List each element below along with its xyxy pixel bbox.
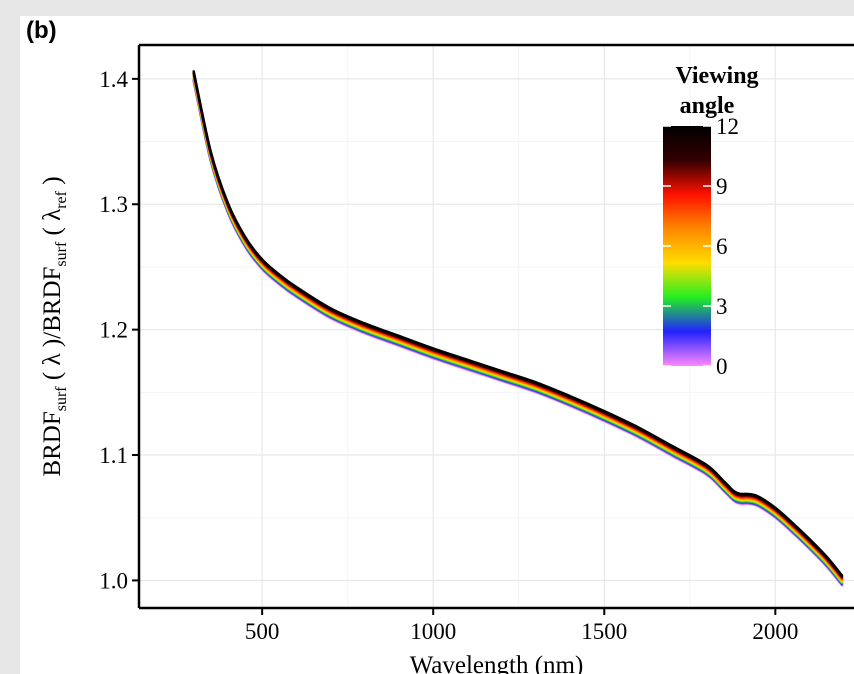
- chart-svg: (b) 1.0 1.1 1.2 1.3 1.4 500 1000 1500 2000 Wave…: [26, 17, 854, 674]
- panel-label: (b): [26, 17, 57, 44]
- y-label-part: BRDF: [39, 411, 66, 476]
- figure: (b) 1.0 1.1 1.2 1.3 1.4 500 1000 1500 2000 Wave…: [20, 16, 854, 674]
- y-label-subscript: ref: [53, 190, 70, 208]
- y-label-part: ): [39, 176, 66, 191]
- legend-title-line1: Viewing: [675, 63, 758, 89]
- y-label-subscript: surf: [53, 386, 70, 412]
- y-label-subscript: surf: [53, 241, 70, 267]
- x-ticks: 500 1000 1500 2000: [245, 608, 798, 644]
- grid: [139, 45, 854, 608]
- legend-tick-label: 3: [716, 294, 728, 319]
- series-line-angle-12: [192, 70, 844, 577]
- y-tick-label: 1.4: [99, 67, 128, 92]
- x-tick-label: 2000: [752, 619, 798, 644]
- legend-tick-label: 0: [716, 354, 728, 379]
- legend-tick-label: 9: [716, 174, 728, 199]
- y-axis-label: BRDFsurf ( λ )/BRDFsurf ( λref ): [39, 176, 70, 476]
- series-line-angle-3: [192, 77, 844, 585]
- y-tick-label: 1.2: [99, 318, 128, 343]
- series-group: [192, 70, 844, 587]
- x-axis-label: Wavelength (nm): [410, 652, 584, 674]
- legend-title-line2: angle: [680, 93, 735, 119]
- x-tick-label: 1000: [410, 619, 456, 644]
- x-tick-label: 500: [245, 619, 280, 644]
- legend-tick-label: 6: [716, 234, 728, 259]
- legend: Viewing angle 0 3 6 9 12: [663, 63, 759, 379]
- y-tick-label: 1.0: [99, 568, 128, 593]
- legend-ticks: 0 3 6 9 12: [663, 114, 739, 379]
- y-label-part: ( λ )/BRDF: [39, 267, 66, 387]
- legend-tick-label: 12: [716, 114, 739, 139]
- series-line-angle-0: [192, 80, 844, 587]
- y-ticks: 1.0 1.1 1.2 1.3 1.4: [99, 67, 139, 593]
- y-tick-label: 1.1: [99, 443, 128, 468]
- y-tick-label: 1.3: [99, 192, 128, 217]
- series-line-angle-1: [192, 79, 844, 586]
- x-tick-label: 1500: [581, 619, 627, 644]
- y-label-part: ( λ: [39, 209, 66, 242]
- series-line-angle-2: [192, 78, 844, 585]
